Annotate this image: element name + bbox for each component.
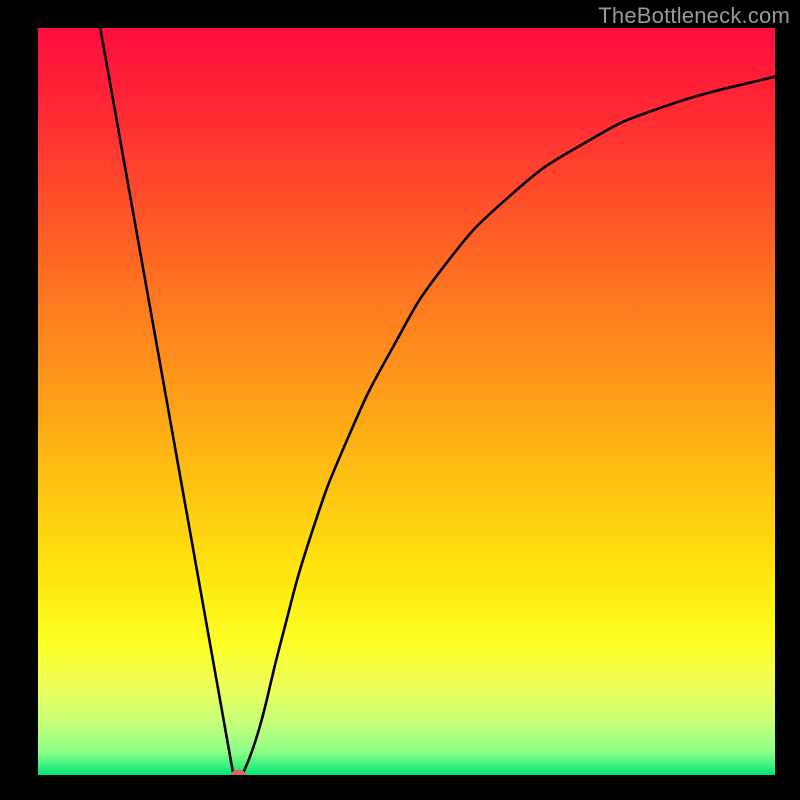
chart-frame: TheBottleneck.com <box>0 0 800 800</box>
plot-area <box>38 28 775 775</box>
chart-canvas <box>0 0 800 800</box>
watermark-text: TheBottleneck.com <box>598 3 790 29</box>
